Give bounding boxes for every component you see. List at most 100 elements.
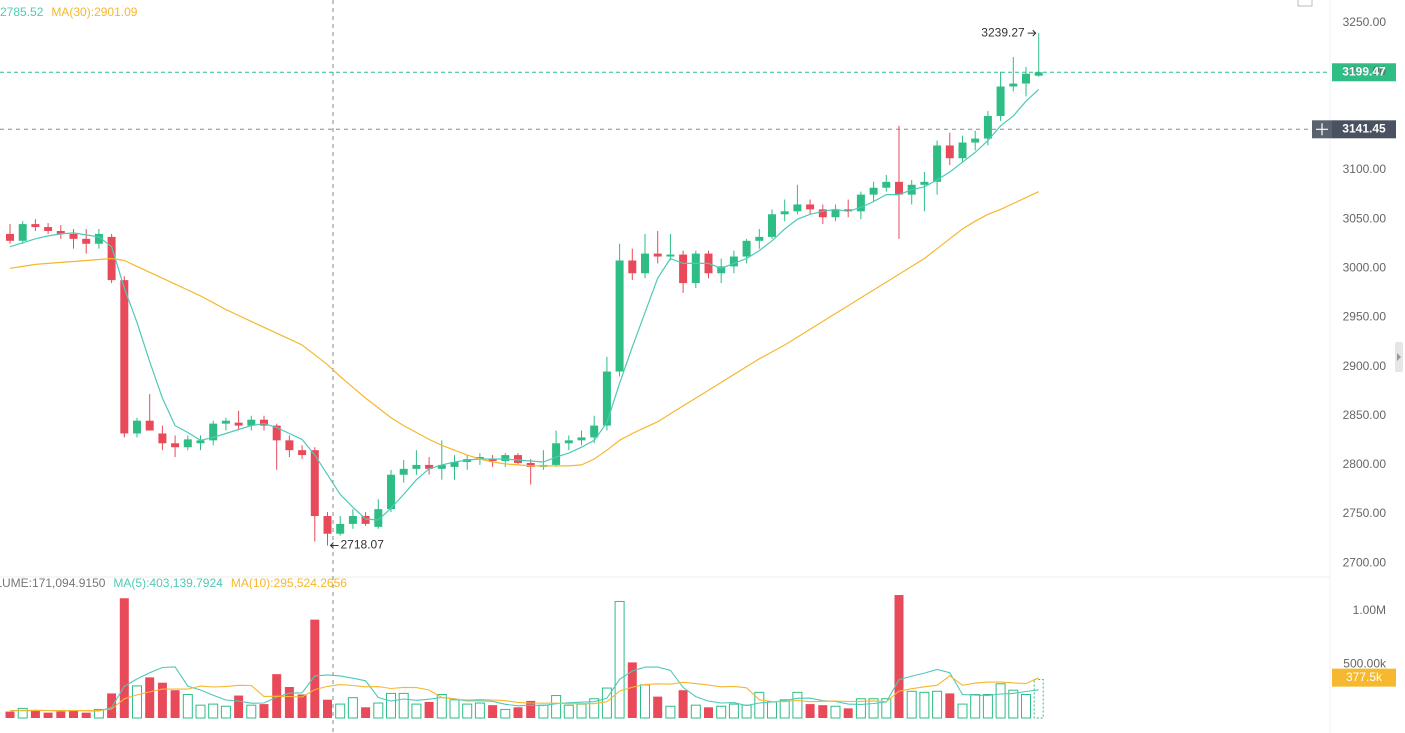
candle-body — [234, 422, 243, 426]
volume-bar — [93, 708, 104, 719]
crosshair-price-label: 3141.45 — [1342, 121, 1386, 135]
legend-value: 2785.52 — [0, 5, 44, 19]
candle-body — [425, 464, 434, 469]
side-handle-arrow — [1397, 353, 1401, 361]
candle-body — [1022, 73, 1030, 84]
corner-button[interactable] — [1297, 0, 1313, 7]
volume-bar — [855, 698, 866, 719]
candle-body — [856, 194, 865, 212]
volume-bar — [1033, 679, 1044, 719]
candle-body — [361, 516, 370, 524]
volume-bar — [361, 707, 371, 718]
candle-body — [679, 254, 688, 284]
candle-body — [475, 457, 484, 460]
volume-bar — [259, 704, 269, 718]
volume-bar — [906, 690, 917, 719]
candle-body — [628, 260, 637, 274]
last-price-tag — [1332, 63, 1396, 82]
candle-body — [171, 443, 180, 448]
candle-body — [729, 256, 738, 267]
y-tick-label: 3250.00 — [1343, 15, 1387, 29]
candle-body — [209, 423, 218, 441]
min-annotation: 2718.07 — [341, 538, 385, 552]
max-arrow — [1027, 29, 1037, 37]
volume-bar — [1021, 693, 1031, 719]
candle-body — [526, 462, 535, 467]
volume-tick-label: 500.00k — [1343, 657, 1387, 671]
volume-legend-name: VOLUME: — [0, 576, 32, 590]
candle-body — [844, 209, 853, 212]
candle-body — [387, 474, 395, 510]
layer: 2700.00 2750.00 2800.00 2850.00 2900.00 2950.… — [0, 5, 1387, 684]
volume-bar — [779, 699, 790, 719]
volume-bar — [690, 704, 701, 719]
max-annotation: 3239.27 — [981, 25, 1025, 39]
candle-body — [971, 138, 980, 143]
volume-bar — [551, 695, 562, 719]
volume-bar — [474, 702, 485, 719]
volume-bar — [614, 600, 625, 719]
volume-bar — [792, 691, 803, 719]
volume-bar — [56, 711, 66, 718]
volume-bar — [411, 703, 422, 719]
candle-body — [983, 115, 992, 139]
volume-bar — [653, 696, 663, 718]
volume-bar — [601, 687, 612, 719]
y-tick-label: 3200.00 — [1343, 64, 1387, 78]
volume-bar — [995, 683, 1006, 719]
volume-bar — [665, 705, 676, 719]
volume-bar — [640, 684, 650, 719]
candle-body — [412, 464, 421, 469]
candle-body — [882, 181, 891, 188]
volume-bar — [81, 712, 91, 718]
volume-bar — [323, 699, 332, 718]
volume-bar — [919, 691, 930, 719]
volume-bar — [69, 710, 78, 718]
candle-body — [323, 516, 332, 534]
candle-body — [310, 450, 319, 517]
volume-bar — [220, 705, 231, 719]
candle-body — [501, 455, 510, 461]
candle-body — [56, 230, 65, 234]
volume-bar — [576, 703, 587, 719]
min-arrow — [329, 542, 339, 549]
volume-tag — [1332, 668, 1396, 687]
y-tick-label: 3100.00 — [1343, 162, 1387, 176]
candle-body — [831, 209, 840, 218]
volume-bar — [767, 701, 777, 719]
volume-ma-line — [10, 666, 1039, 712]
candle-body — [780, 211, 789, 215]
volume-ma-line — [10, 675, 1039, 712]
candle-body — [450, 461, 459, 467]
candle-body — [552, 443, 561, 465]
volume-bar — [538, 704, 549, 719]
volume-tag-label: 377.5k — [1346, 670, 1383, 684]
volume-bar — [741, 704, 752, 719]
candle-body — [272, 425, 281, 441]
candle-body — [920, 181, 929, 185]
volume-tick-label: 1.00M — [1353, 603, 1386, 617]
candle-body — [564, 440, 573, 444]
volume-bar — [932, 690, 943, 719]
candle-body — [590, 425, 599, 438]
volume-bar — [284, 686, 294, 718]
volume-bar — [894, 595, 904, 718]
volume-bar — [513, 707, 523, 718]
volume-bar — [945, 693, 955, 718]
volume-bar — [310, 619, 320, 718]
y-tick-label: 2750.00 — [1343, 506, 1387, 520]
candle-body — [437, 464, 446, 469]
volume-bar — [30, 710, 40, 718]
candle-body — [514, 455, 522, 463]
candle-body — [653, 253, 662, 257]
candle-body — [298, 450, 307, 456]
volume-bar — [754, 691, 765, 719]
y-tick-label: 2950.00 — [1343, 310, 1387, 324]
candle-body — [958, 142, 967, 159]
volume-bar — [195, 704, 206, 719]
candle-body — [1034, 72, 1043, 76]
candle-body — [336, 523, 345, 534]
